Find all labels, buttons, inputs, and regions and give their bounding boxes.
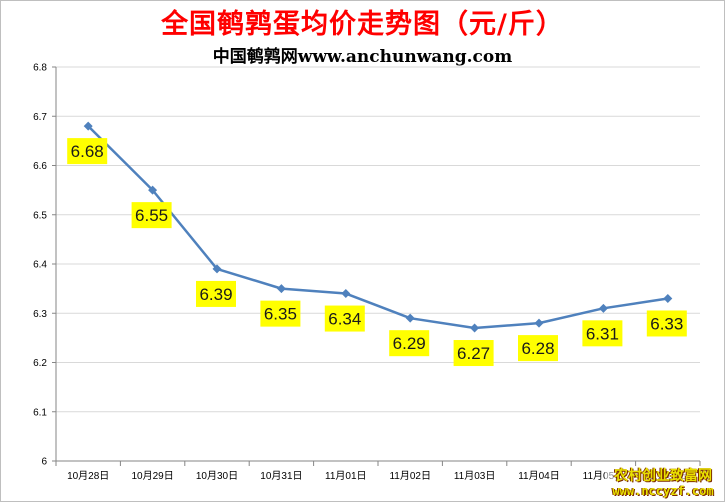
data-label-box bbox=[646, 310, 687, 337]
data-label-box bbox=[582, 320, 623, 347]
data-point bbox=[598, 303, 608, 313]
x-tick-label: 10月29日 bbox=[131, 470, 173, 482]
watermark-logo: 农村创业致富网 www.nccyzf.com bbox=[605, 468, 721, 498]
data-point bbox=[405, 313, 415, 323]
data-label: 6.29 bbox=[393, 334, 426, 353]
x-tick-label: 11月03日 bbox=[454, 470, 496, 482]
data-point bbox=[83, 121, 93, 131]
data-labels: 6.68 6.55 6.39 6.35 6.34 6.29 6.27 6.28 6.31 6.33 bbox=[67, 138, 687, 367]
y-tick-label: 6 bbox=[41, 457, 47, 468]
watermark-line2: www.nccyzf.com bbox=[612, 484, 714, 498]
data-point bbox=[663, 293, 673, 303]
chart-title: 全国鹌鹑蛋均价走势图（元/斤） bbox=[161, 9, 564, 40]
data-label-box bbox=[260, 300, 301, 327]
y-tick-label: 6.3 bbox=[33, 309, 47, 320]
data-label: 6.68 bbox=[71, 142, 104, 161]
x-tick-label: 10月30日 bbox=[196, 470, 238, 482]
data-point bbox=[276, 284, 286, 294]
data-point bbox=[534, 318, 544, 328]
y-tick-label: 6.1 bbox=[33, 407, 47, 418]
data-label: 6.31 bbox=[586, 324, 619, 343]
data-label-box bbox=[196, 280, 236, 307]
data-label: 6.33 bbox=[650, 314, 683, 333]
y-tick-label: 6.6 bbox=[33, 161, 47, 172]
data-label-box bbox=[67, 138, 108, 165]
y-tick-label: 6.5 bbox=[33, 210, 47, 221]
axes bbox=[52, 66, 701, 466]
data-point bbox=[212, 264, 222, 274]
data-label-box bbox=[389, 330, 430, 357]
data-label-box bbox=[324, 305, 365, 332]
x-tick-label: 11月01日 bbox=[325, 470, 367, 482]
x-tick-label: 11月02日 bbox=[389, 470, 431, 482]
x-tick-label: 11月04日 bbox=[518, 470, 560, 482]
series-line bbox=[87, 125, 668, 330]
x-tick-labels: 10月28日 10月29日 10月30日 10月31日 11月01日 11月02日 11月0… bbox=[67, 470, 688, 482]
y-tick-label: 6.4 bbox=[33, 260, 47, 271]
data-label: 6.27 bbox=[457, 344, 490, 363]
y-tick-label: 6.7 bbox=[33, 112, 47, 123]
data-label-box bbox=[518, 335, 558, 362]
x-tick-label: 10月28日 bbox=[67, 470, 109, 482]
y-tick-label: 6.8 bbox=[33, 63, 47, 74]
data-label: 6.34 bbox=[328, 310, 361, 329]
data-label: 6.35 bbox=[264, 305, 297, 324]
data-label: 6.55 bbox=[135, 206, 168, 225]
gridlines bbox=[56, 66, 700, 413]
chart-subtitle: 中国鹌鹑网www.anchunwang.com bbox=[212, 47, 513, 67]
data-point bbox=[470, 323, 480, 333]
y-tick-labels: 6 6.1 6.2 6.3 6.4 6.5 6.6 6.7 6.8 bbox=[33, 63, 47, 468]
y-tick-label: 6.2 bbox=[33, 358, 47, 369]
watermark-line1: 农村创业致富网 bbox=[614, 468, 712, 484]
data-label: 6.28 bbox=[521, 339, 554, 358]
data-label-box bbox=[453, 340, 494, 367]
data-points bbox=[83, 121, 673, 333]
x-tick-label: 10月31日 bbox=[260, 470, 302, 482]
data-point bbox=[341, 289, 351, 299]
series-line-path bbox=[87, 125, 668, 330]
data-label: 6.39 bbox=[199, 285, 232, 304]
data-label-box bbox=[131, 202, 172, 229]
data-point bbox=[148, 185, 158, 195]
